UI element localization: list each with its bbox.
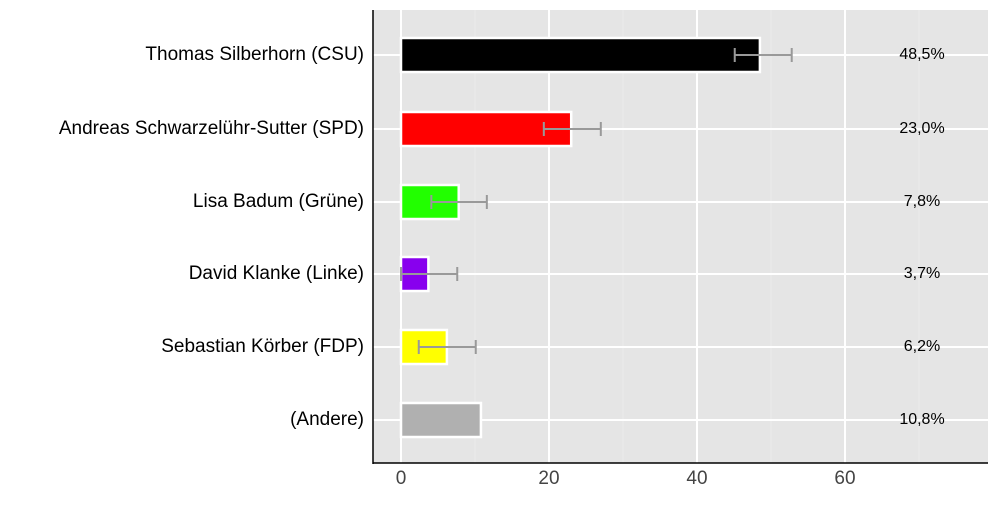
bar-0	[399, 36, 762, 74]
value-label: 10,8%	[899, 411, 945, 428]
plot-background	[373, 10, 988, 463]
category-label: Thomas Silberhorn (CSU)	[145, 44, 364, 65]
value-label: 48,5%	[899, 46, 945, 63]
value-label: 7,8%	[903, 193, 941, 210]
bar-5	[399, 401, 483, 439]
x-tick-label: 0	[395, 468, 407, 489]
value-label: 6,2%	[903, 338, 941, 355]
value-label: 3,7%	[903, 265, 941, 282]
category-label: (Andere)	[290, 409, 364, 430]
bar-4	[399, 328, 449, 366]
x-tick-label: 60	[834, 468, 856, 489]
x-tick-label: 40	[686, 468, 708, 489]
category-label: David Klanke (Linke)	[188, 263, 364, 284]
category-label: Andreas Schwarzelühr-Sutter (SPD)	[58, 118, 364, 139]
category-label: Sebastian Körber (FDP)	[161, 336, 364, 357]
x-tick-label: 20	[538, 468, 560, 489]
value-label: 23,0%	[899, 120, 945, 137]
category-label: Lisa Badum (Grüne)	[192, 191, 364, 212]
